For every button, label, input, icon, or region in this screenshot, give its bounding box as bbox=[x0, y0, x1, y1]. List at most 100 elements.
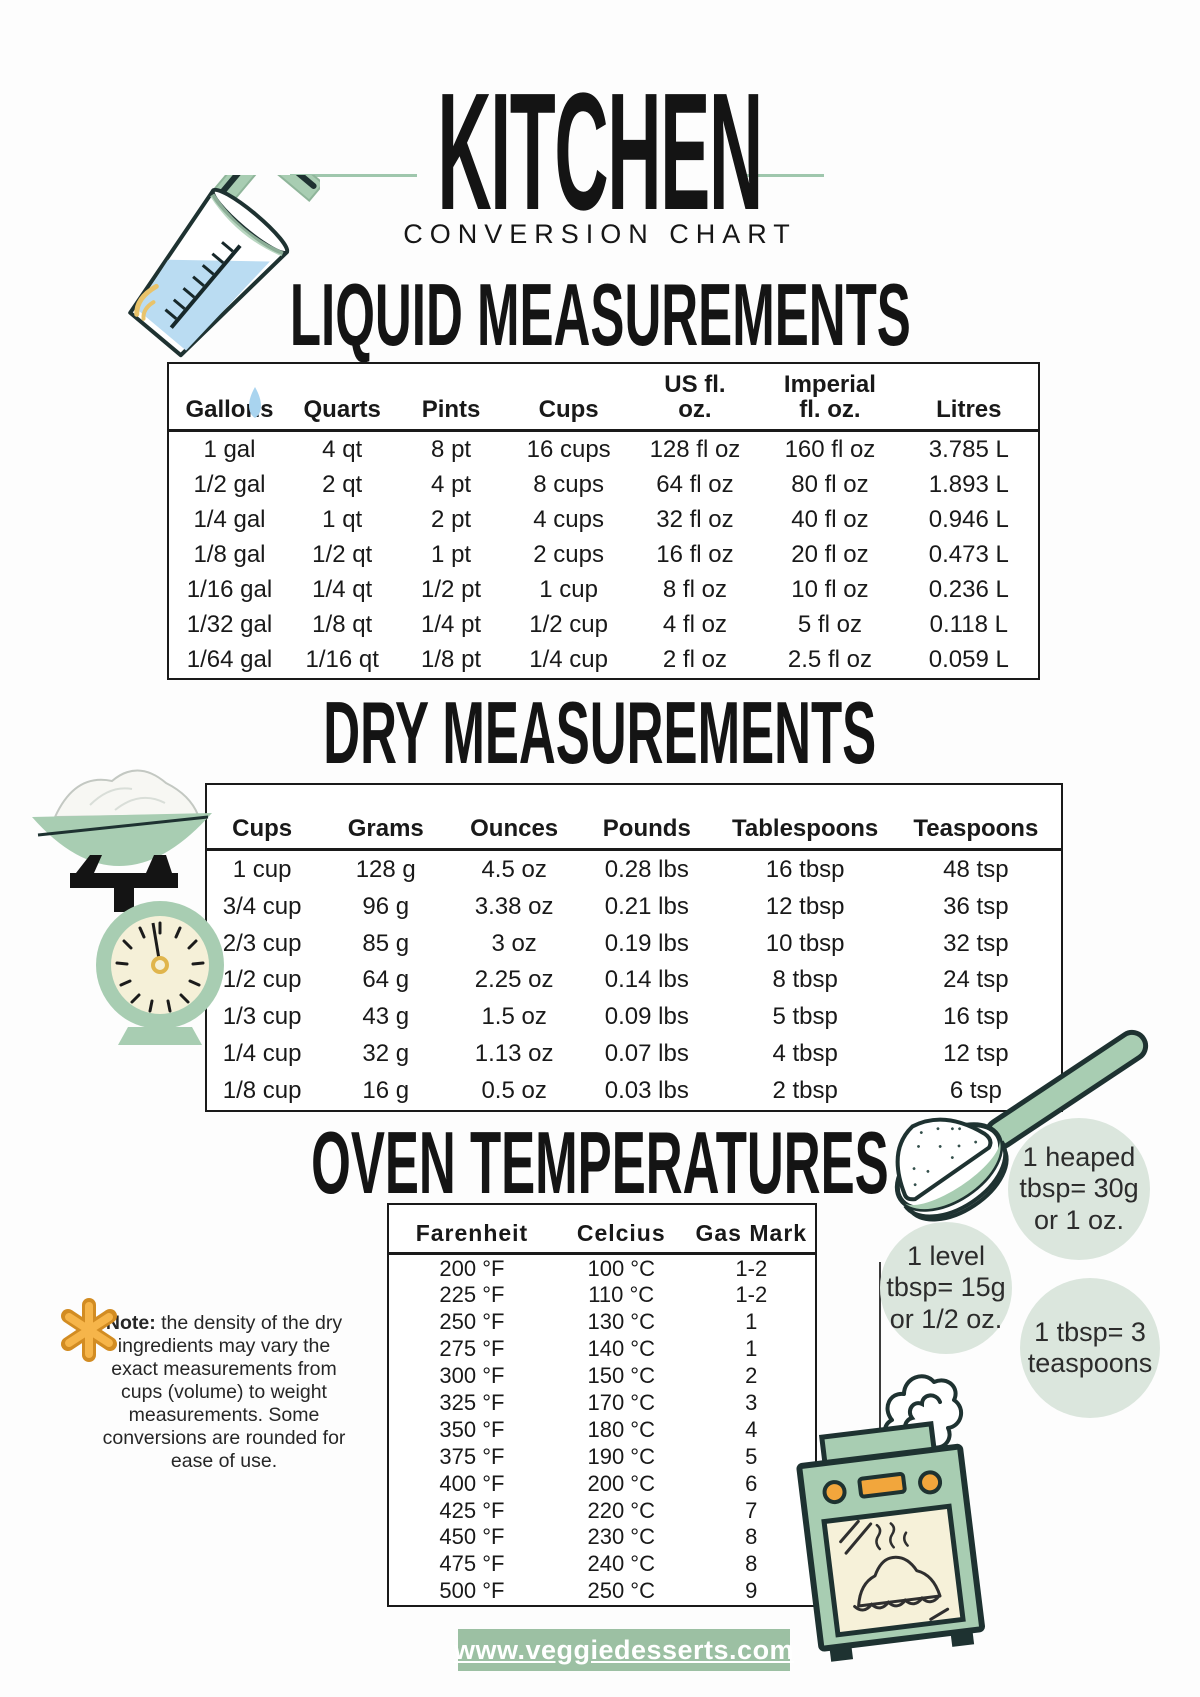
asterisk-note-icon bbox=[61, 1298, 117, 1362]
table-row: 350 °F 180 °C 4 bbox=[388, 1416, 816, 1443]
table-cell: 12 tbsp bbox=[765, 892, 845, 920]
column-header: Ounces bbox=[454, 784, 575, 851]
table-cell: 400 °F bbox=[439, 1470, 505, 1496]
table-cell: 1/4 qt bbox=[312, 576, 373, 604]
header-row: Gallons Quarts Pints Cups US fl. oz. Imperial… bbox=[168, 363, 1039, 432]
table-cell: 32 tsp bbox=[943, 929, 1009, 957]
liquid-heading-text: LIQUID MEASUREMENTS bbox=[289, 265, 911, 364]
table-row: 450 °F 230 °C 8 bbox=[388, 1524, 816, 1551]
oven-table-body: 200 °F 100 °C 1-2 225 °F 110 °C 1-2 250 °F 130 … bbox=[388, 1254, 816, 1607]
column-header: Pints bbox=[394, 363, 508, 432]
dry-measurements-table: Cups Grams Ounces Pounds Tablespoons Teaspoon… bbox=[205, 783, 1063, 1112]
table-cell: 8 fl oz bbox=[662, 576, 727, 604]
footer-url-link[interactable]: www.veggiedesserts.com bbox=[453, 1634, 795, 1665]
table-cell: 130 °C bbox=[587, 1309, 655, 1335]
table-row: 1/32 gal 1/8 qt 1/4 pt 1/2 cup 4 fl oz 5 fl o… bbox=[168, 608, 1039, 643]
table-cell: 0.059 L bbox=[928, 646, 1009, 674]
page-title: KITCHEN bbox=[0, 69, 1200, 236]
table-cell: 1/16 qt bbox=[305, 646, 379, 674]
table-row: 1 gal 4 qt 8 pt 16 cups 128 fl oz 160 fl oz 3.… bbox=[168, 431, 1039, 468]
table-cell: 1/16 gal bbox=[186, 576, 273, 604]
table-row: 500 °F 250 °C 9 bbox=[388, 1578, 816, 1606]
table-cell: 20 fl oz bbox=[791, 540, 869, 568]
table-cell: 0.19 lbs bbox=[604, 929, 689, 957]
table-cell: 5 fl oz bbox=[797, 611, 862, 639]
water-drop-icon bbox=[249, 387, 261, 418]
table-cell: 230 °C bbox=[587, 1524, 655, 1550]
table-cell: 12 tsp bbox=[943, 1040, 1009, 1068]
table-cell: 1/8 gal bbox=[193, 540, 266, 568]
table-row: 1 cup 128 g 4.5 oz 0.28 lbs 16 tbsp 48 tsp bbox=[206, 850, 1062, 889]
table-cell: 1/64 gal bbox=[186, 646, 273, 674]
table-cell: 6 bbox=[745, 1470, 758, 1496]
table-row: 250 °F 130 °C 1 bbox=[388, 1309, 816, 1336]
table-cell: 0.03 lbs bbox=[604, 1077, 689, 1105]
table-cell: 1/8 cup bbox=[222, 1077, 302, 1105]
table-cell: 1 gal bbox=[203, 435, 256, 463]
oven-temperatures-table: Farenheit Celcius Gas Mark 200 °F 100 °C 1-2… bbox=[387, 1203, 817, 1607]
note-label: Note: bbox=[105, 1312, 156, 1334]
spoon-with-flour-illustration bbox=[894, 1029, 1149, 1222]
table-cell: 170 °C bbox=[587, 1390, 655, 1416]
table-cell: 2 pt bbox=[431, 505, 472, 533]
table-cell: 128 g bbox=[355, 855, 416, 883]
table-cell: 3/4 cup bbox=[222, 892, 302, 920]
table-row: 1/2 cup 64 g 2.25 oz 0.14 lbs 8 tbsp 24 tsp bbox=[206, 962, 1062, 999]
table-cell: 4 fl oz bbox=[662, 611, 727, 639]
column-header: Litres bbox=[899, 363, 1039, 432]
liquid-table-body: 1 gal 4 qt 8 pt 16 cups 128 fl oz 160 fl oz 3.… bbox=[168, 431, 1039, 680]
table-cell: 6 tsp bbox=[949, 1077, 1002, 1105]
table-row: 300 °F 150 °C 2 bbox=[388, 1363, 816, 1390]
dry-section-heading: DRY MEASUREMENTS bbox=[0, 689, 1200, 777]
column-header: Imperial fl. oz. bbox=[760, 363, 900, 432]
table-cell: 8 bbox=[745, 1551, 758, 1577]
table-cell: 2 bbox=[745, 1363, 758, 1389]
title-divider-left bbox=[290, 174, 417, 177]
table-row: 1/4 gal 1 qt 2 pt 4 cups 32 fl oz 40 fl oz 0.9… bbox=[168, 502, 1039, 537]
table-cell: 0.236 L bbox=[928, 576, 1009, 604]
column-header: Grams bbox=[317, 784, 455, 851]
table-cell: 1.893 L bbox=[928, 470, 1009, 498]
table-cell: 200 °F bbox=[439, 1255, 505, 1281]
table-cell: 2 cups bbox=[533, 540, 604, 568]
table-cell: 1-2 bbox=[735, 1255, 768, 1281]
table-cell: 1-2 bbox=[735, 1282, 768, 1308]
column-header: Quarts bbox=[289, 363, 395, 432]
table-cell: 500 °F bbox=[439, 1578, 505, 1604]
table-cell: 16 g bbox=[362, 1077, 410, 1105]
dry-heading-text: DRY MEASUREMENTS bbox=[323, 683, 877, 782]
table-cell: 2 qt bbox=[322, 470, 363, 498]
table-cell: 8 tbsp bbox=[772, 966, 838, 994]
table-cell: 1 cup bbox=[539, 576, 598, 604]
table-cell: 1/4 cup bbox=[529, 646, 608, 674]
table-cell: 180 °C bbox=[587, 1416, 655, 1442]
table-cell: 2.25 oz bbox=[474, 966, 554, 994]
table-row: 1/8 cup 16 g 0.5 oz 0.03 lbs 2 tbsp 6 tsp bbox=[206, 1073, 1062, 1111]
table-row: 400 °F 200 °C 6 bbox=[388, 1470, 816, 1497]
table-cell: 250 °C bbox=[587, 1578, 655, 1604]
table-cell: 9 bbox=[745, 1578, 758, 1604]
table-cell: 1/2 pt bbox=[421, 576, 482, 604]
table-row: 325 °F 170 °C 3 bbox=[388, 1390, 816, 1417]
table-row: 1/8 gal 1/2 qt 1 pt 2 cups 16 fl oz 20 fl oz 0… bbox=[168, 537, 1039, 572]
table-cell: 1/8 qt bbox=[312, 611, 373, 639]
table-cell: 4 bbox=[745, 1416, 758, 1442]
column-header: Tablespoons bbox=[719, 784, 891, 851]
table-cell: 2 fl oz bbox=[662, 646, 727, 674]
table-cell: 1 pt bbox=[431, 540, 472, 568]
table-cell: 200 °C bbox=[587, 1470, 655, 1496]
liquid-section-heading: LIQUID MEASUREMENTS bbox=[0, 271, 1200, 359]
title-divider-right bbox=[740, 174, 824, 177]
table-row: 1/4 cup 32 g 1.13 oz 0.07 lbs 4 tbsp 12 tsp bbox=[206, 1036, 1062, 1073]
table-cell: 3.38 oz bbox=[474, 892, 554, 920]
table-cell: 8 pt bbox=[431, 435, 472, 463]
table-cell: 0.473 L bbox=[928, 540, 1009, 568]
connector-line bbox=[879, 1262, 881, 1452]
table-cell: 140 °C bbox=[587, 1336, 655, 1362]
table-cell: 36 tsp bbox=[943, 892, 1009, 920]
table-cell: 1/4 gal bbox=[193, 505, 266, 533]
table-cell: 96 g bbox=[362, 892, 410, 920]
column-header: Gallons bbox=[168, 363, 290, 432]
table-cell: 1/32 gal bbox=[186, 611, 273, 639]
table-cell: 160 fl oz bbox=[784, 435, 876, 463]
